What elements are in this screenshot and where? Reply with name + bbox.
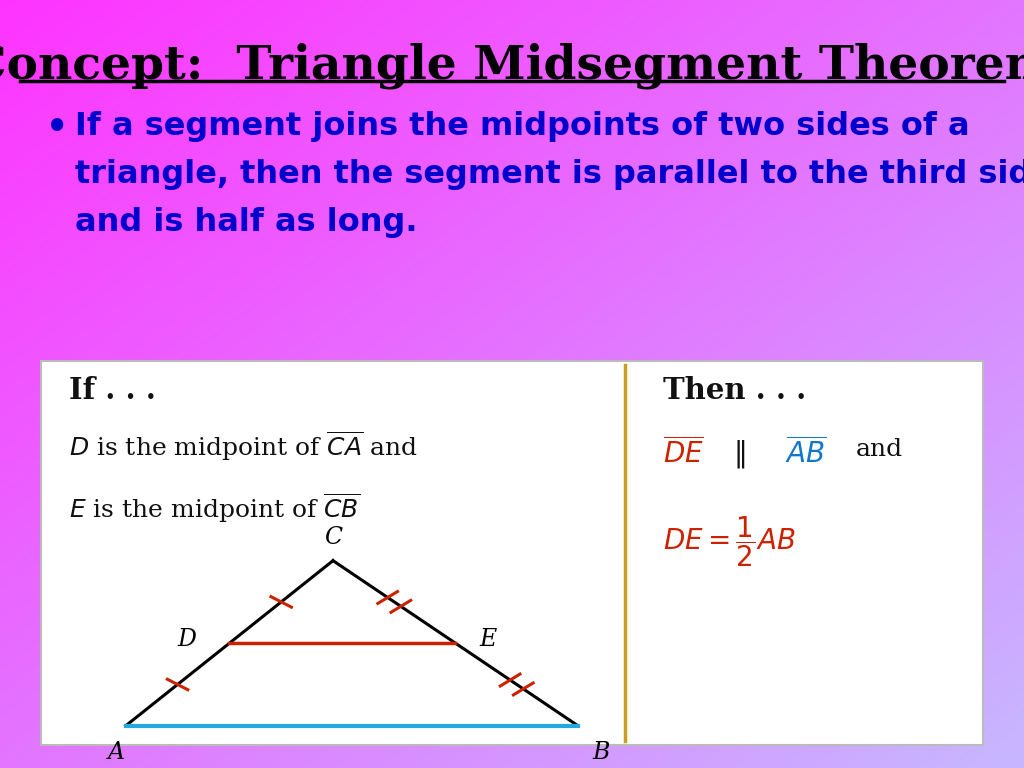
Text: Concept:  Triangle Midsegment Theorem: Concept: Triangle Midsegment Theorem (0, 42, 1024, 89)
Text: •: • (46, 111, 69, 145)
Text: triangle, then the segment is parallel to the third side: triangle, then the segment is parallel t… (75, 159, 1024, 190)
Text: $D$ is the midpoint of $\overline{CA}$ and: $D$ is the midpoint of $\overline{CA}$ a… (70, 430, 418, 463)
Text: and is half as long.: and is half as long. (75, 207, 417, 237)
Text: A: A (108, 741, 125, 764)
Text: $DE = \dfrac{1}{2}AB$: $DE = \dfrac{1}{2}AB$ (663, 515, 796, 569)
Text: Then . . .: Then . . . (663, 376, 806, 406)
Text: E: E (479, 628, 497, 650)
Text: and: and (856, 438, 903, 461)
Text: D: D (177, 628, 197, 650)
Text: If a segment joins the midpoints of two sides of a: If a segment joins the midpoints of two … (75, 111, 970, 142)
Text: $\overline{AB}$: $\overline{AB}$ (785, 438, 826, 469)
Text: $\|$: $\|$ (733, 438, 745, 470)
Text: B: B (592, 741, 609, 764)
Text: $E$ is the midpoint of $\overline{CB}$: $E$ is the midpoint of $\overline{CB}$ (70, 492, 360, 525)
Bar (41, 361, 983, 745)
Text: $\overline{DE}$: $\overline{DE}$ (663, 438, 703, 469)
Text: C: C (324, 526, 342, 549)
Text: If . . .: If . . . (70, 376, 156, 406)
